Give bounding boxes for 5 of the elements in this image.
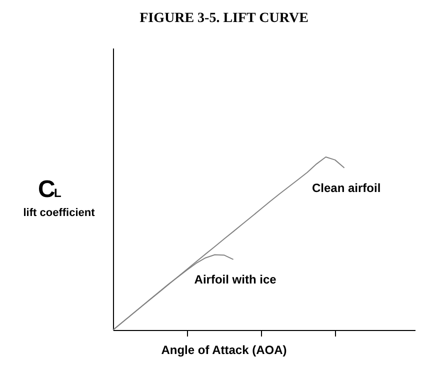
y-axis-title: CL lift coefficient [23,176,96,219]
x-axis-title: Angle of Attack (AOA) [161,343,287,357]
series-label: Airfoil with ice [194,272,277,286]
chart-title: FIGURE 3-5. LIFT CURVE [140,11,308,26]
series-label: Clean airfoil [312,180,381,195]
